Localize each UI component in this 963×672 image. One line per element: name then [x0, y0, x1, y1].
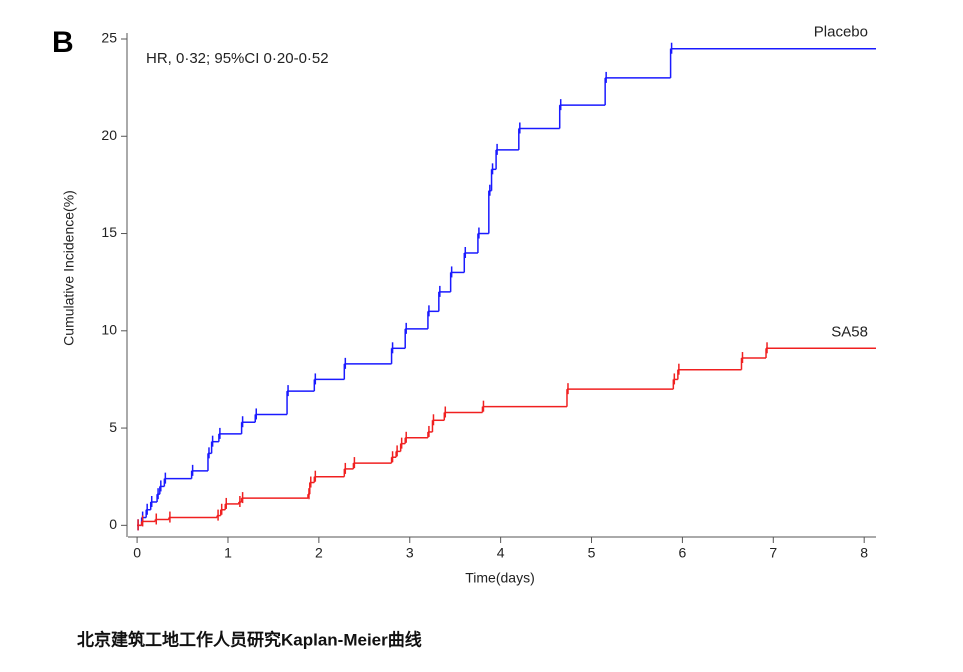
x-tick-label: 5	[588, 545, 596, 561]
y-tick-label: 5	[109, 419, 117, 435]
y-tick-label: 10	[101, 322, 117, 338]
annotation: HR, 0·32; 95%CI 0·20-0·52	[146, 50, 329, 67]
x-tick-label: 0	[133, 545, 141, 561]
x-tick-label: 8	[860, 545, 868, 561]
x-tick-label: 7	[769, 545, 777, 561]
y-tick-label: 15	[101, 224, 117, 240]
x-axis-label: Time(days)	[465, 570, 535, 586]
y-tick-label: 20	[101, 127, 117, 143]
y-tick-label: 25	[101, 30, 117, 46]
x-tick-label: 3	[406, 545, 414, 561]
y-axis-label: Cumulative Incidence(%)	[61, 190, 77, 346]
legend-label: SA58	[831, 323, 868, 340]
panel-label: B	[52, 26, 74, 59]
caption: 北京建筑工地工作人员研究Kaplan-Meier曲线	[77, 629, 422, 649]
legend-label: Placebo	[814, 24, 868, 41]
x-tick-label: 4	[497, 545, 505, 561]
x-tick-label: 2	[315, 545, 323, 561]
x-tick-label: 1	[224, 545, 232, 561]
x-tick-label: 6	[679, 545, 687, 561]
y-tick-label: 0	[109, 516, 117, 532]
